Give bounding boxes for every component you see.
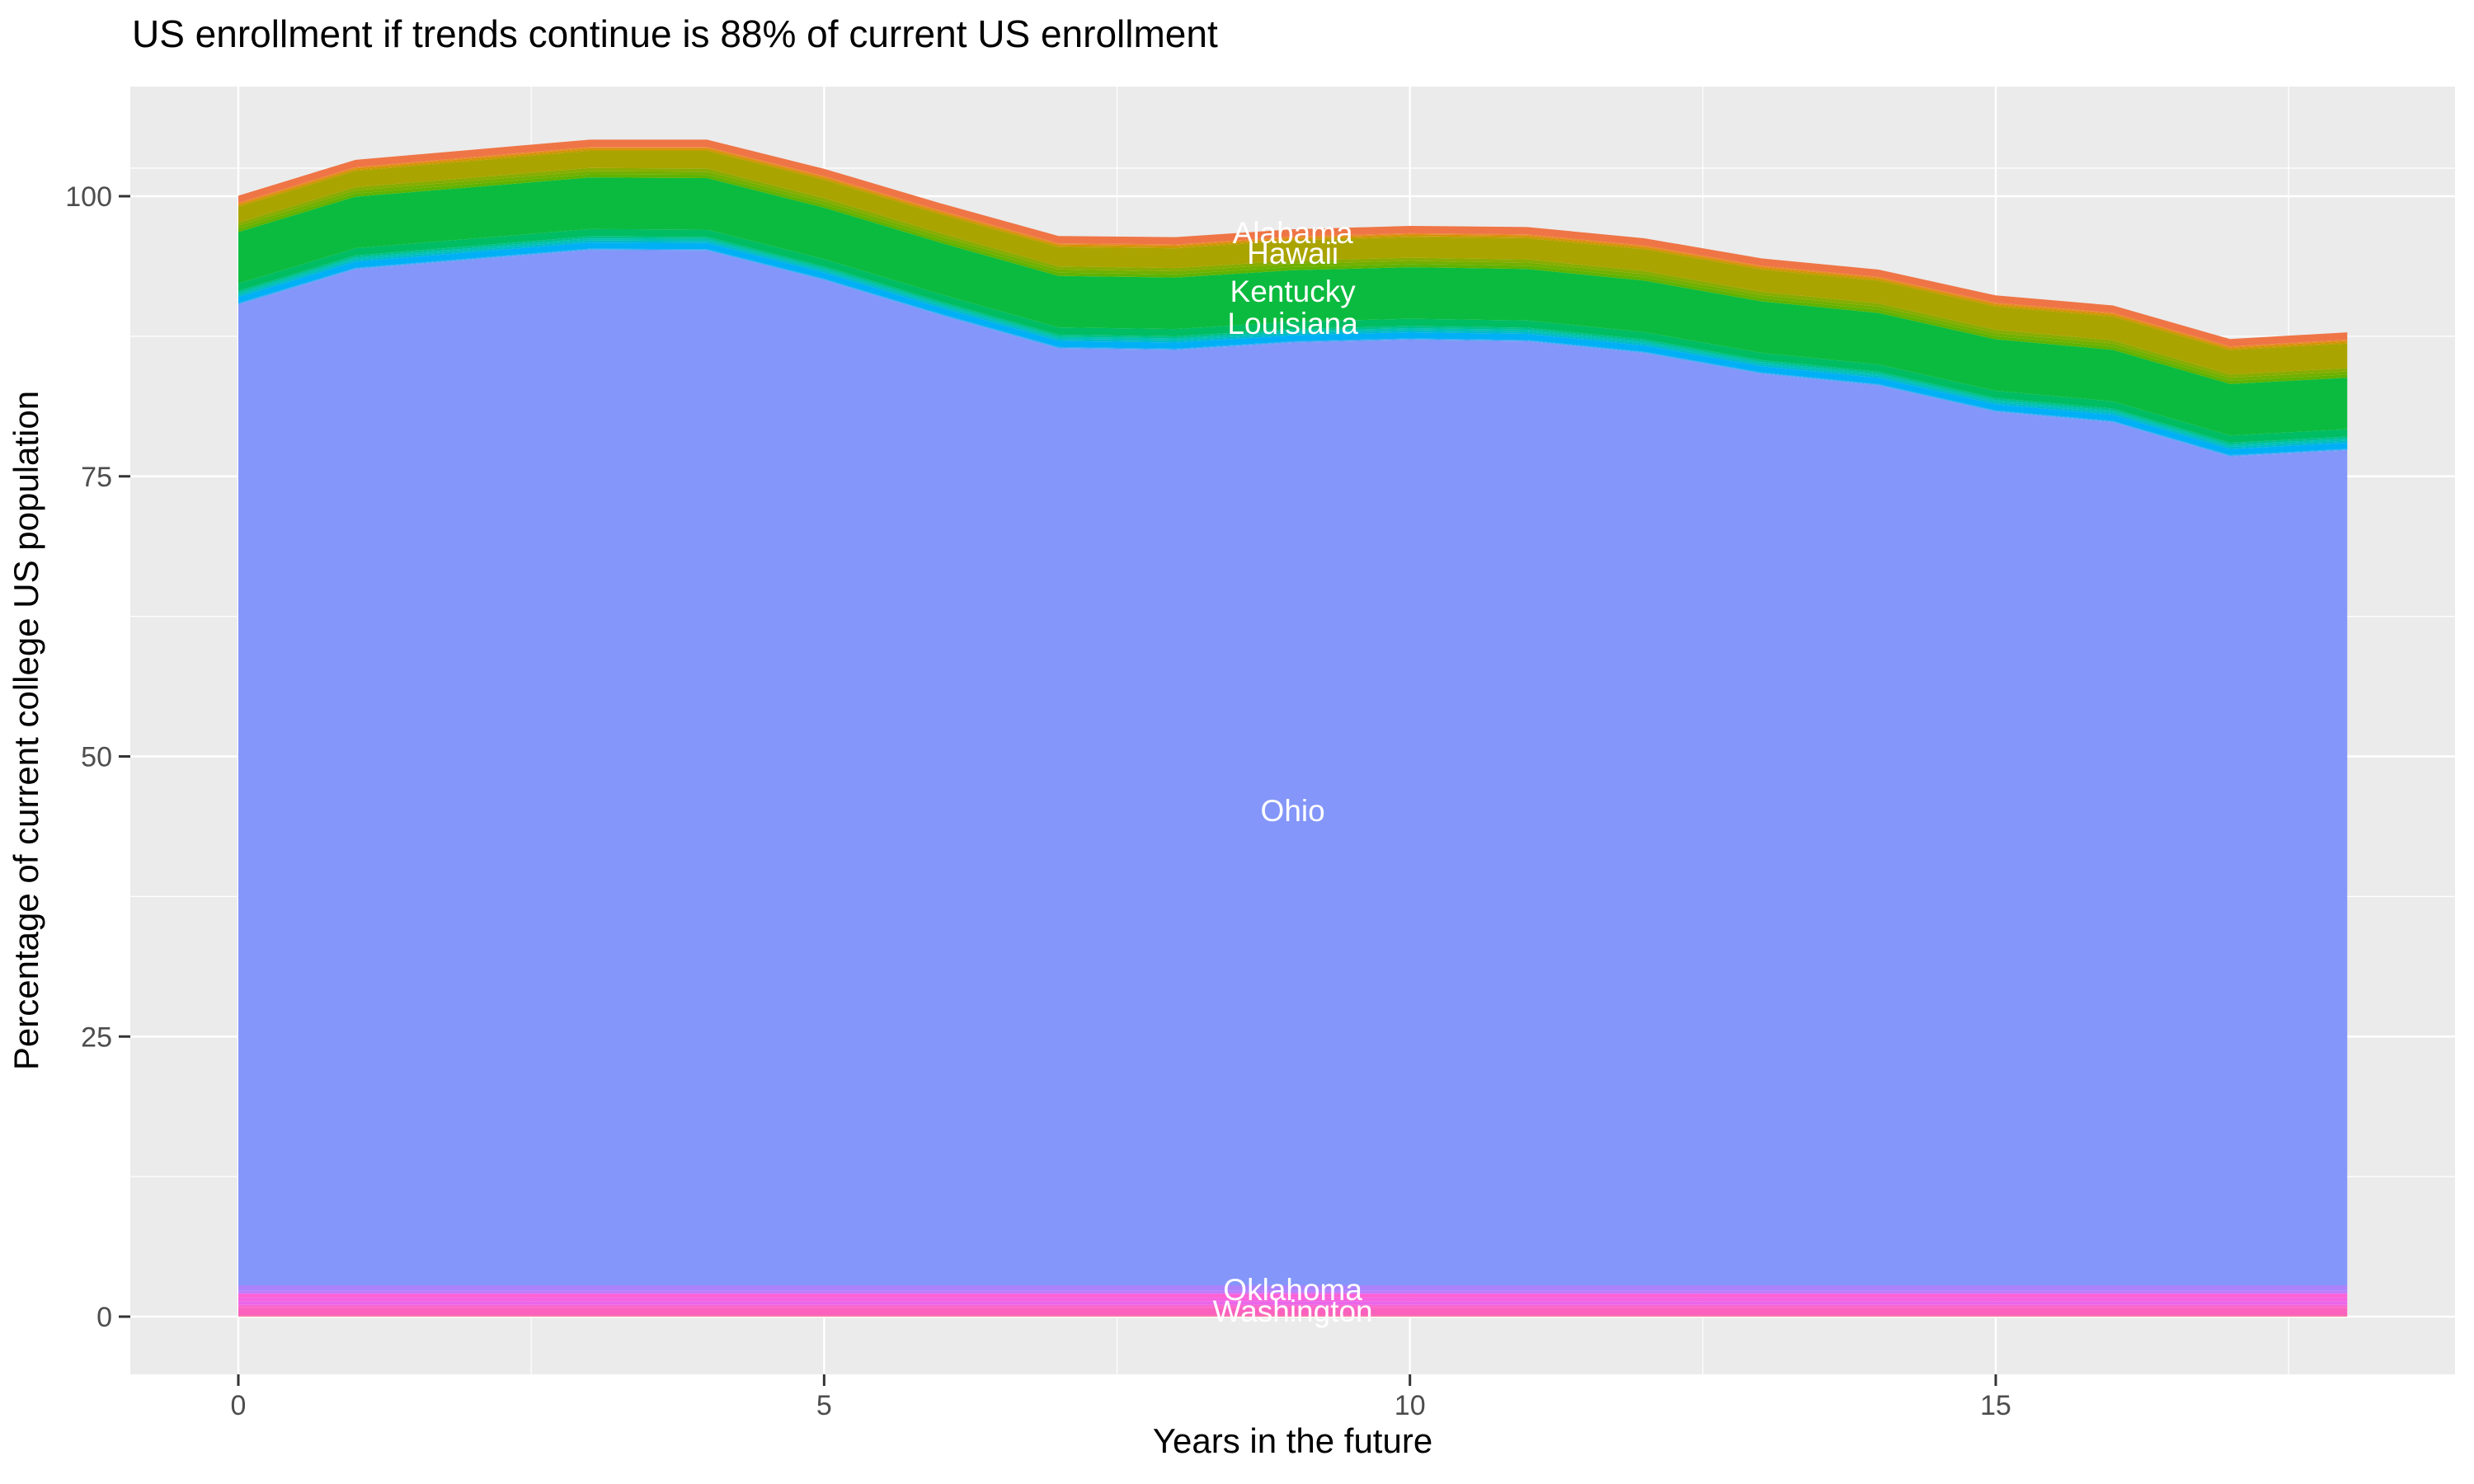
x-tick-label: 10 <box>1395 1390 1426 1421</box>
area-band-hawaii <box>238 150 2348 375</box>
x-axis-title: Years in the future <box>1153 1421 1432 1460</box>
area-band-oklahoma <box>238 1284 2348 1291</box>
x-tick-label: 15 <box>1980 1390 2011 1421</box>
area-band-other-ut-va <box>238 1306 2348 1308</box>
state-label-hawaii: Hawaii <box>1247 237 1338 270</box>
plot-title: US enrollment if trends continue is 88% … <box>132 12 1218 55</box>
area-band-other-ut-va <box>238 1304 2348 1307</box>
y-tick-label: 0 <box>96 1302 112 1333</box>
y-tick-label: 25 <box>81 1021 112 1053</box>
y-tick-label: 100 <box>65 181 112 213</box>
area-band-other-sc-tx <box>238 1294 2348 1298</box>
y-axis-title: Percentage of current college US populat… <box>7 391 45 1070</box>
area-band-ohio <box>238 250 2348 1285</box>
y-tick-label: 50 <box>81 742 112 773</box>
x-tick-label: 5 <box>816 1390 832 1421</box>
area-band-washington <box>238 1308 2348 1316</box>
x-tick-label: 0 <box>231 1390 247 1421</box>
area-band-other-or-ri <box>238 1290 2348 1293</box>
state-label-kentucky: Kentucky <box>1230 275 1357 308</box>
state-label-ohio: Ohio <box>1261 794 1325 828</box>
area-band-other-sc-tx <box>238 1301 2348 1305</box>
state-label-washington: Washington <box>1213 1294 1373 1328</box>
state-label-alabama: Alabama <box>1233 216 1353 250</box>
area-band-other-sc-tx <box>238 1297 2348 1302</box>
y-tick-label: 75 <box>81 462 112 493</box>
area-band-kentucky <box>238 177 2348 436</box>
area-band-other-or-ri <box>238 1292 2348 1294</box>
state-label-oklahoma: Oklahoma <box>1223 1273 1362 1307</box>
area-band-other-wv-wy <box>238 1316 2348 1317</box>
state-label-louisiana: Louisiana <box>1227 307 1358 340</box>
area-band-other-wv-wy <box>238 1315 2348 1317</box>
